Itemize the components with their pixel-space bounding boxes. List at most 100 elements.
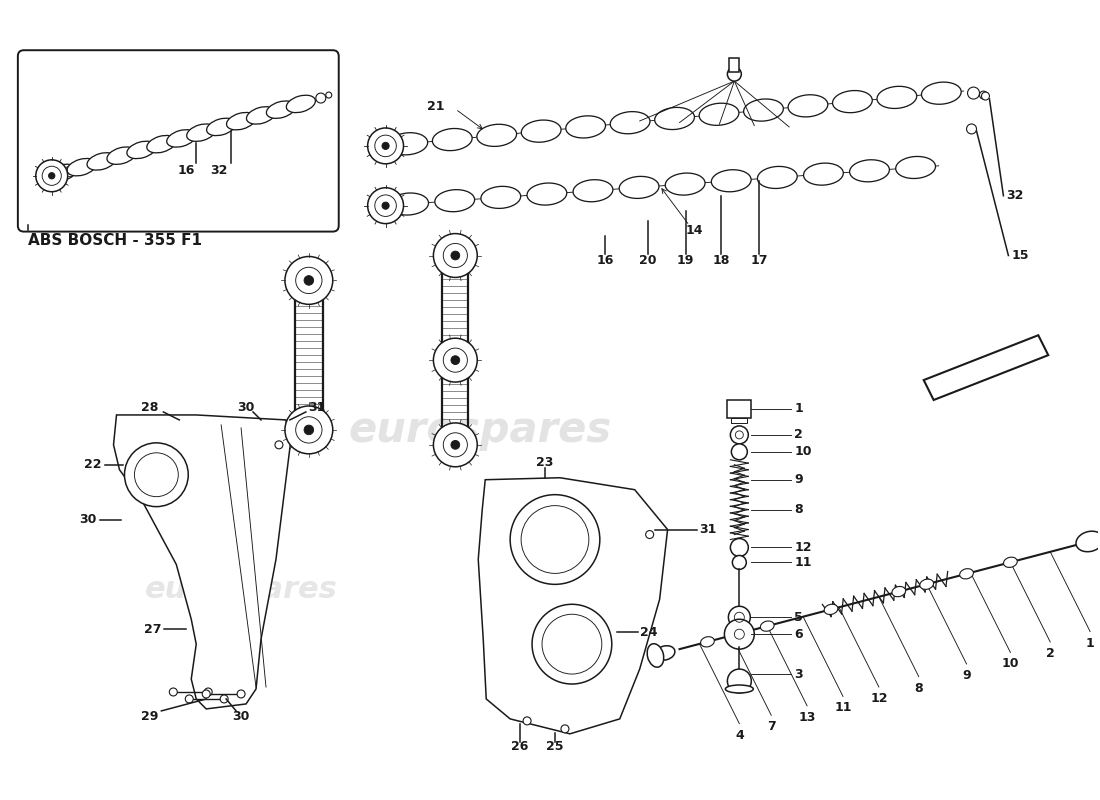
Circle shape [451, 441, 460, 450]
Circle shape [728, 606, 750, 628]
Circle shape [285, 257, 333, 304]
Ellipse shape [107, 147, 136, 164]
Text: 29: 29 [141, 710, 158, 723]
Ellipse shape [744, 99, 783, 121]
Circle shape [367, 188, 404, 224]
Ellipse shape [833, 90, 872, 113]
Text: 7: 7 [767, 720, 775, 734]
Ellipse shape [481, 186, 520, 208]
Ellipse shape [227, 113, 255, 130]
Text: 1: 1 [794, 402, 803, 415]
Ellipse shape [87, 153, 117, 170]
Text: 6: 6 [794, 628, 803, 641]
Ellipse shape [892, 586, 905, 597]
Text: 12: 12 [870, 692, 888, 705]
Ellipse shape [527, 183, 566, 205]
Ellipse shape [920, 579, 934, 590]
Text: 12: 12 [794, 541, 812, 554]
Ellipse shape [146, 135, 176, 153]
Text: 32: 32 [210, 164, 228, 178]
Text: 10: 10 [1002, 658, 1019, 670]
Text: 32: 32 [1006, 190, 1024, 202]
Text: ABS BOSCH - 355 F1: ABS BOSCH - 355 F1 [28, 233, 201, 247]
Ellipse shape [477, 124, 517, 146]
Ellipse shape [388, 133, 428, 155]
Ellipse shape [565, 116, 605, 138]
Ellipse shape [610, 112, 650, 134]
Ellipse shape [47, 164, 76, 182]
Circle shape [524, 717, 531, 725]
Text: 26: 26 [512, 740, 529, 754]
Ellipse shape [521, 120, 561, 142]
Text: 30: 30 [238, 402, 255, 414]
Ellipse shape [700, 103, 739, 126]
Ellipse shape [126, 142, 156, 158]
Circle shape [275, 441, 283, 449]
Text: 17: 17 [750, 254, 768, 267]
Ellipse shape [725, 685, 754, 693]
Circle shape [296, 267, 322, 294]
Circle shape [382, 202, 389, 210]
Text: 16: 16 [177, 164, 195, 178]
Circle shape [304, 276, 313, 286]
Ellipse shape [788, 94, 828, 117]
Text: 13: 13 [799, 711, 816, 724]
Text: 23: 23 [537, 456, 553, 470]
Ellipse shape [167, 130, 196, 147]
Text: 14: 14 [685, 224, 703, 237]
Circle shape [185, 695, 194, 703]
Ellipse shape [666, 173, 705, 195]
Text: 10: 10 [794, 446, 812, 458]
Circle shape [727, 669, 751, 693]
Text: 19: 19 [676, 254, 694, 267]
Text: 21: 21 [427, 99, 444, 113]
Circle shape [433, 338, 477, 382]
FancyBboxPatch shape [18, 50, 339, 231]
Circle shape [304, 425, 313, 434]
Text: 3: 3 [794, 667, 803, 681]
Circle shape [730, 426, 748, 444]
Circle shape [433, 234, 477, 278]
Circle shape [205, 688, 212, 696]
Ellipse shape [246, 106, 275, 124]
Circle shape [725, 619, 755, 649]
Text: 25: 25 [547, 740, 563, 754]
Circle shape [443, 433, 468, 457]
Circle shape [124, 443, 188, 506]
Text: 4: 4 [735, 729, 744, 742]
Circle shape [285, 406, 333, 454]
Circle shape [727, 67, 741, 81]
Circle shape [48, 173, 55, 179]
Ellipse shape [803, 163, 844, 185]
Text: 27: 27 [144, 622, 162, 636]
Circle shape [220, 695, 228, 703]
Text: 11: 11 [834, 702, 851, 714]
Text: 22: 22 [84, 458, 101, 471]
Text: 28: 28 [141, 402, 158, 414]
Ellipse shape [712, 170, 751, 192]
Text: 31: 31 [700, 523, 717, 536]
Circle shape [532, 604, 612, 684]
Circle shape [443, 243, 468, 267]
Circle shape [510, 494, 600, 584]
Circle shape [561, 725, 569, 733]
Circle shape [326, 92, 332, 98]
Text: 2: 2 [1046, 647, 1055, 660]
Text: 8: 8 [914, 682, 923, 694]
Circle shape [443, 348, 468, 372]
Circle shape [36, 160, 68, 192]
Bar [729, 58, 739, 72]
Circle shape [382, 142, 389, 150]
Text: eurospares: eurospares [349, 409, 612, 451]
Text: 5: 5 [794, 610, 803, 624]
Ellipse shape [286, 95, 316, 113]
Ellipse shape [922, 82, 961, 104]
Circle shape [646, 530, 653, 538]
Circle shape [169, 688, 177, 696]
Ellipse shape [434, 190, 474, 212]
Ellipse shape [266, 101, 296, 118]
Text: 24: 24 [640, 626, 657, 638]
Text: 1: 1 [1086, 637, 1094, 650]
Text: 8: 8 [794, 503, 803, 516]
Ellipse shape [207, 118, 235, 136]
